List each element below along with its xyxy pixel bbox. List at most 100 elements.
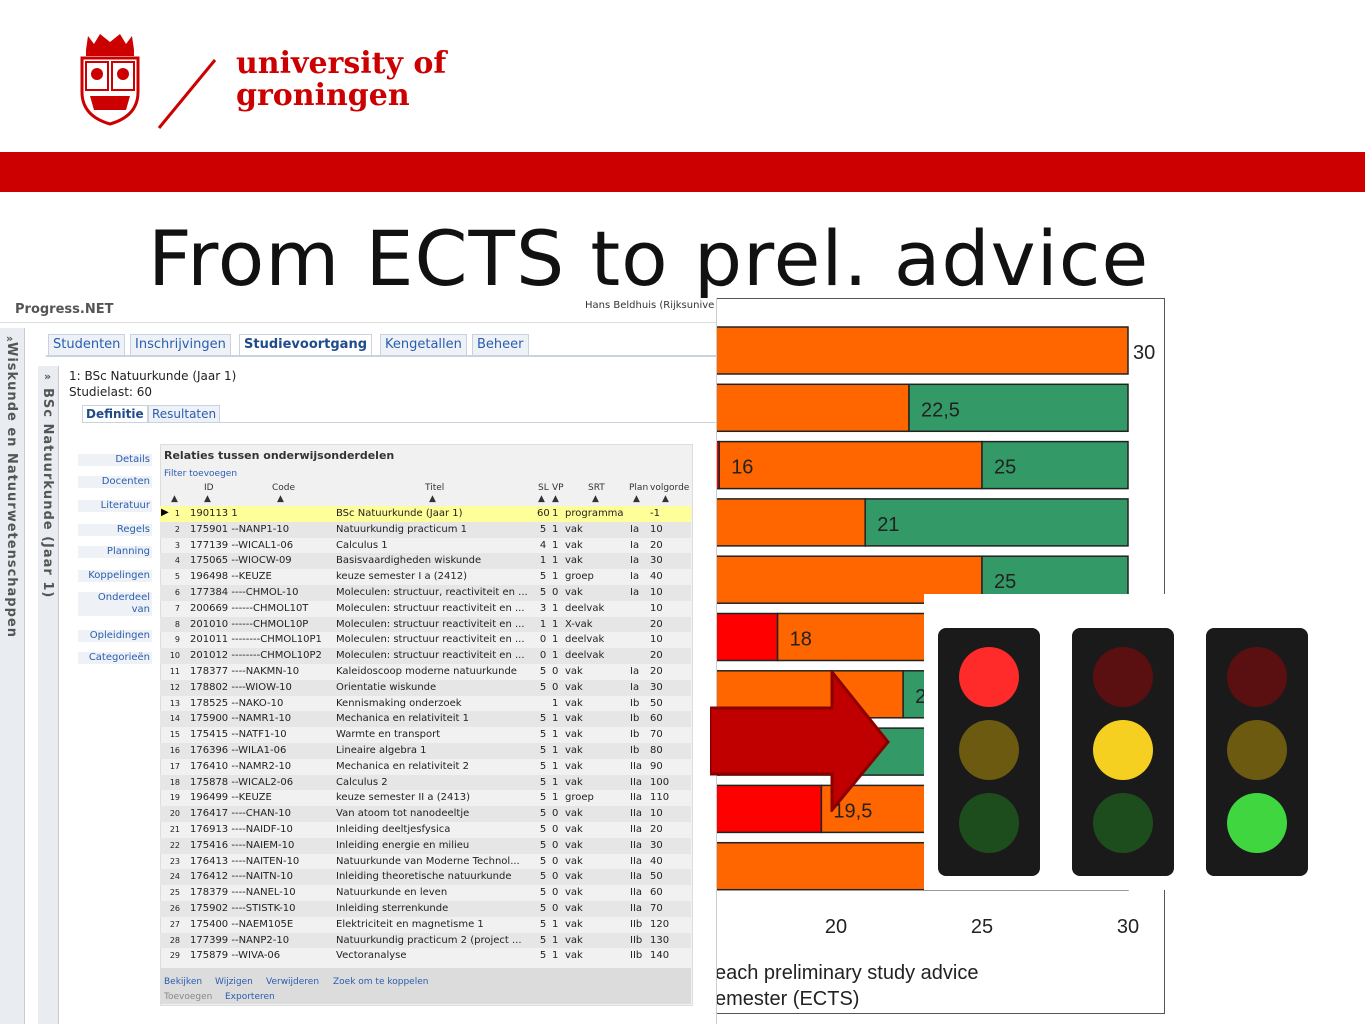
side-link-planning[interactable]: Planning (78, 546, 152, 558)
sort-icon[interactable]: ▲ (429, 494, 436, 504)
tab-beheer[interactable]: Beheer (472, 334, 529, 355)
add-link[interactable]: Toevoegen (164, 992, 213, 1002)
data-label: 30 (1133, 342, 1155, 364)
table-cell: Ib (630, 713, 640, 725)
table-row[interactable]: 7 200669 ------CHMOL10T Moleculen: structu… (160, 601, 691, 617)
filter-add-link[interactable]: Filter toevoegen (164, 469, 238, 479)
tab-studenten[interactable]: Studenten (48, 334, 126, 355)
table-row[interactable]: 11 178377 ----NAKMN-10 Kaleidoscoop modern… (160, 664, 691, 680)
table-cell: IIa (630, 887, 643, 899)
table-cell: vak (565, 587, 583, 598)
brand-divider (157, 59, 217, 129)
table-row[interactable]: 23 176413 ----NAITEN-10 Natuurkunde van Mo… (160, 854, 691, 870)
table-row[interactable]: 19 196499 --KEUZE keuze semester II a (241… (160, 790, 691, 806)
column-header-sl[interactable]: SL (538, 483, 549, 493)
table-cell: Inleiding deeltjesfysica (336, 824, 451, 835)
sort-icon[interactable]: ▲ (171, 494, 178, 504)
table-row[interactable]: 10 201012 --------CHMOL10P2 Moleculen: str… (160, 648, 691, 664)
table-cell: Vectoranalyse (336, 950, 407, 962)
delete-link[interactable]: Verwijderen (266, 977, 320, 987)
table-row[interactable]: 18 175878 --WICAL2-06 Calculus 2 5 1 vak IIa 10… (160, 774, 691, 791)
table-cell: 100 (650, 776, 670, 788)
expand-icon[interactable]: » (44, 370, 52, 383)
table-row[interactable]: 14 175900 --NAMR1-10 Mechanica en relativi… (160, 711, 691, 728)
search-link[interactable]: Zoek om te koppelen (333, 977, 429, 987)
table-cell: 178379 ----NANEL-10 (190, 887, 296, 899)
table-cell: Warmte en transport (336, 729, 441, 741)
bar-segment (701, 498, 866, 547)
tab-definitie[interactable]: Definitie (82, 405, 148, 423)
bar-segment (718, 440, 983, 490)
table-cell: 177384 ----CHMOL-10 (190, 587, 299, 598)
column-header-id[interactable]: ID (204, 483, 214, 493)
table-row[interactable]: 28 177399 --NANP2-10 Natuurkundig practicu… (160, 932, 691, 949)
table-cell: vak (565, 523, 583, 535)
side-link-regels[interactable]: Regels (78, 524, 152, 536)
side-link-onderdeel-van[interactable]: Onderdeel van (78, 592, 152, 616)
table-row[interactable]: 21 176913 ----NAIDF-10 Inleiding deeltjesf… (160, 822, 691, 838)
table-cell: 50 (650, 871, 663, 883)
table-cell: -1 (650, 508, 660, 519)
side-link-opleidingen[interactable]: Opleidingen (78, 630, 152, 642)
table-row[interactable]: 22 175416 ----NAIEM-10 Inleiding energie e… (160, 837, 691, 854)
column-header-titel[interactable]: Titel (425, 483, 445, 493)
table-cell: Ia (630, 539, 640, 551)
side-link-details[interactable]: Details (78, 454, 152, 466)
table-row[interactable]: 8 201010 ------CHMOL10P Moleculen: structu… (160, 616, 691, 633)
table-cell: 15 (169, 730, 180, 740)
tab-kengetallen[interactable]: Kengetallen (380, 334, 467, 355)
tab-inschrijvingen[interactable]: Inschrijvingen (130, 334, 231, 355)
table-row[interactable]: 29 175879 --WIVA-06 Vectoranalyse 5 1 vak IIb 1… (160, 948, 691, 964)
sort-icon[interactable]: ▲ (633, 494, 640, 504)
edit-link[interactable]: Wijzigen (215, 977, 253, 987)
sort-icon[interactable]: ▲ (662, 494, 669, 504)
side-link-koppelingen[interactable]: Koppelingen (78, 570, 152, 582)
sort-icon[interactable]: ▲ (552, 494, 559, 504)
column-header-volgorde[interactable]: volgorde (650, 483, 690, 493)
table-row[interactable]: 1 190113 1 BSc Natuurkunde (Jaar 1) 60 1 prog… (160, 506, 691, 522)
table-row[interactable]: 15 175415 --NATF1-10 Warmte en transport 5 1… (160, 727, 691, 743)
column-header-srt[interactable]: SRT (588, 483, 605, 493)
table-cell: 1 (552, 508, 559, 519)
table-cell: vak (565, 697, 583, 709)
column-header-plan[interactable]: Plan (629, 483, 649, 493)
side-link-literatuur[interactable]: Literatuur (78, 500, 152, 512)
bar-segment (864, 498, 1129, 547)
table-row[interactable]: 25 178379 ----NANEL-10 Natuurkunde en leve… (160, 885, 691, 901)
table-cell: 10 (650, 634, 663, 646)
table-row[interactable]: 2 175901 --NANP1-10 Natuurkundig practicum… (160, 521, 691, 538)
side-link-docenten[interactable]: Docenten (78, 476, 152, 488)
table-row[interactable]: 4 175065 --WIOCW-09 Basisvaardigheden wisk… (160, 553, 691, 570)
table-cell: 175416 ----NAIEM-10 (190, 839, 295, 851)
tab-resultaten[interactable]: Resultaten (148, 405, 221, 423)
table-row[interactable]: 20 176417 ----CHAN-10 Van atoom tot nanode… (160, 806, 691, 822)
table-cell: Natuurkundig practicum 2 (project ... (336, 934, 522, 946)
bar-segment (701, 383, 910, 433)
tab-studievoortgang[interactable]: Studievoortgang (239, 334, 373, 355)
table-cell: programma (565, 508, 624, 519)
table-row[interactable]: 27 175400 --NAEM105E Elektriciteit en magn… (160, 917, 691, 933)
sort-icon[interactable]: ▲ (592, 494, 599, 504)
column-header-vp[interactable]: VP (552, 483, 564, 493)
faculty-rail[interactable] (0, 328, 25, 1024)
table-row[interactable]: 9 201011 --------CHMOL10P1 Moleculen: stru… (160, 632, 691, 648)
table-row[interactable]: 12 178802 ----WIOW-10 Orientatie wiskunde 5… (160, 679, 691, 696)
sort-icon[interactable]: ▲ (204, 494, 211, 504)
view-link[interactable]: Bekijken (164, 977, 203, 987)
table-row[interactable]: 24 176412 ----NAITN-10 Inleiding theoretis… (160, 869, 691, 886)
table-row[interactable]: 13 178525 --NAKO-10 Kennismaking onderzoek… (160, 696, 691, 712)
sort-icon[interactable]: ▲ (538, 494, 545, 504)
table-row[interactable]: 5 196498 --KEUZE keuze semester I a (2412)… (160, 569, 691, 585)
table-cell: 17 (169, 761, 180, 771)
sort-icon[interactable]: ▲ (277, 494, 284, 504)
side-link-categorieen[interactable]: Categorieën (78, 652, 152, 664)
table-row[interactable]: 6 177384 ----CHMOL-10 Moleculen: structuur… (160, 585, 691, 601)
column-header-code[interactable]: Code (272, 483, 296, 493)
export-link[interactable]: Exporteren (225, 992, 275, 1002)
table-row[interactable]: 3 177139 --WICAL1-06 Calculus 1 4 1 vak Ia 20 (160, 538, 691, 554)
table-row[interactable]: 17 176410 --NAMR2-10 Mechanica en relativi… (160, 759, 691, 775)
table-row[interactable]: 26 175902 ----STISTK-10 Inleiding sterrenk… (160, 901, 691, 917)
program-rail[interactable] (38, 366, 59, 1024)
expand-icon[interactable]: » (6, 332, 14, 345)
